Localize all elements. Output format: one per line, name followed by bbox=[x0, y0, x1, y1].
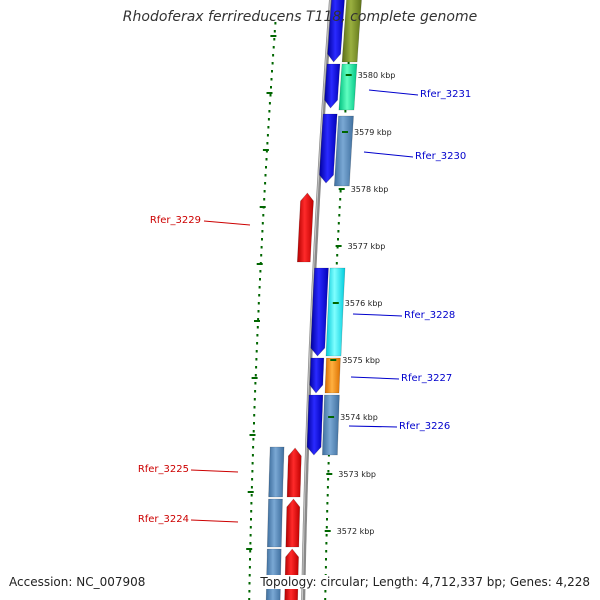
gene-arrow-forward bbox=[327, 0, 345, 63]
gene-arrow-forward bbox=[310, 267, 329, 357]
gene-label-rfer_3226[interactable]: Rfer_3226 bbox=[399, 421, 450, 432]
gene-label-leader bbox=[190, 469, 239, 473]
gene-label-leader bbox=[363, 151, 414, 158]
gene-arrow-reverse bbox=[296, 192, 314, 263]
cog-box-cyan bbox=[325, 267, 346, 357]
gene-arrow-reverse bbox=[286, 447, 302, 498]
gene-label-leader bbox=[368, 89, 419, 96]
gene-label-rfer_3227[interactable]: Rfer_3227 bbox=[401, 373, 452, 384]
backbone-highlight bbox=[301, 0, 331, 600]
gene-arrow-reverse bbox=[285, 498, 301, 548]
gene-arrow-forward bbox=[319, 113, 338, 184]
cog-box-springgreen bbox=[338, 63, 358, 111]
kbp-tick-label: 3577 kbp bbox=[348, 242, 386, 251]
accession-label: Accession: NC_007908 bbox=[9, 575, 146, 589]
gene-arrow-forward bbox=[324, 63, 341, 109]
tick-labels: 3580 kbp 3579 kbp 3578 kbp 3577 kbp 3576 kbp… bbox=[324, 71, 396, 536]
gene-label-rfer_3229[interactable]: Rfer_3229 bbox=[150, 215, 201, 226]
ruler-ticks bbox=[246, 22, 353, 600]
gene-label-leader bbox=[348, 425, 398, 428]
cog-box-steelblue bbox=[322, 394, 340, 456]
kbp-tick-label: 3576 kbp bbox=[345, 299, 383, 308]
gene-label-rfer_3224[interactable]: Rfer_3224 bbox=[138, 514, 189, 525]
kbp-tick-label: 3579 kbp bbox=[354, 128, 392, 137]
gene-label-rfer_3225[interactable]: Rfer_3225 bbox=[138, 464, 189, 475]
cog-box-steelblue bbox=[333, 115, 354, 187]
gene-label-rfer_3231[interactable]: Rfer_3231 bbox=[420, 89, 471, 100]
gene-labels: Rfer_3231 Rfer_3230 Rfer_3229 Rfer_3228 Rfer… bbox=[138, 89, 471, 525]
gene-features bbox=[265, 0, 362, 600]
cog-box-orange bbox=[324, 357, 341, 394]
gene-label-rfer_3228[interactable]: Rfer_3228 bbox=[404, 310, 455, 321]
cog-box-olive bbox=[341, 0, 362, 63]
kbp-tick-label: 3580 kbp bbox=[358, 71, 396, 80]
gene-label-rfer_3230[interactable]: Rfer_3230 bbox=[415, 151, 466, 162]
kbp-tick-label: 3575 kbp bbox=[342, 356, 380, 365]
cog-box-steelblue bbox=[268, 446, 285, 498]
cog-box-steelblue bbox=[266, 498, 283, 548]
kbp-tick-label: 3573 kbp bbox=[338, 470, 376, 479]
topology-label: Topology: circular; Length: 4,712,337 bp… bbox=[258, 575, 590, 589]
gene-label-leader bbox=[352, 313, 403, 317]
kbp-tick-label: 3574 kbp bbox=[340, 413, 378, 422]
kbp-tick-label: 3578 kbp bbox=[351, 185, 389, 194]
kbp-tick-label: 3572 kbp bbox=[337, 527, 375, 536]
gene-label-leader bbox=[190, 519, 239, 523]
gene-arrow-forward bbox=[309, 357, 325, 394]
gene-label-leader bbox=[350, 376, 400, 380]
gene-label-leader bbox=[203, 220, 251, 226]
gene-arrow-forward bbox=[306, 394, 324, 456]
genome-title: Rhodoferax ferrireducens T118, complete … bbox=[122, 9, 478, 25]
